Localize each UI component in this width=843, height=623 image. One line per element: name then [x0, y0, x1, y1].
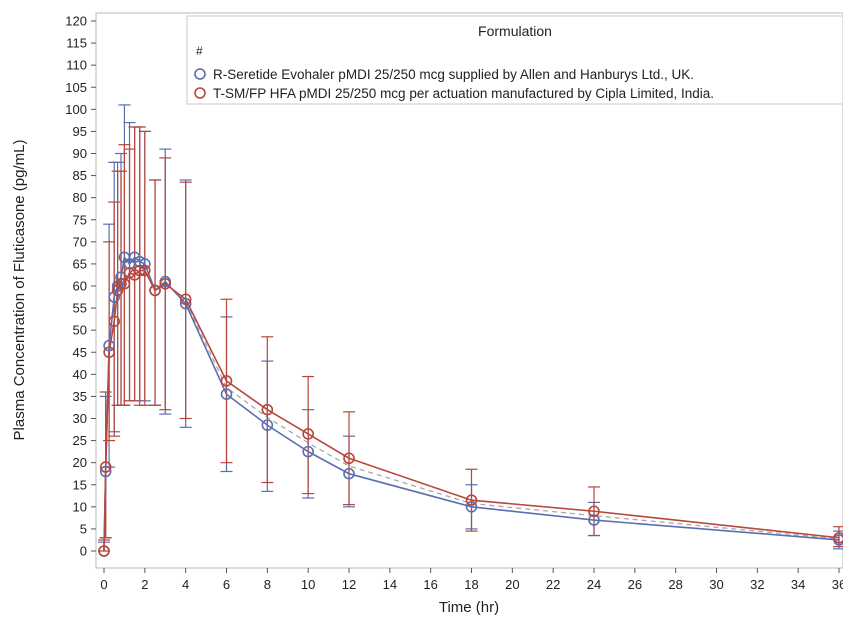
x-axis-title: Time (hr): [439, 599, 499, 616]
legend-box: [186, 15, 843, 105]
reference-line: [185, 301, 840, 540]
y-tick-label: 80: [73, 190, 87, 205]
x-tick-label: 16: [423, 577, 437, 592]
legend-marker-reference: [194, 68, 206, 80]
reference-dashed-line: [185, 301, 840, 540]
y-tick-label: 50: [73, 323, 87, 338]
data-point-test: [220, 375, 233, 387]
legend-title: Formulation: [478, 23, 552, 39]
data-point-test: [302, 428, 314, 440]
data-point-test: [139, 264, 151, 277]
y-tick-label: 110: [66, 58, 87, 73]
x-tick-label: 0: [100, 577, 107, 592]
x-tick-label: 12: [342, 577, 356, 592]
x-tick-label: 6: [223, 577, 230, 592]
data-point-reference: [343, 467, 355, 480]
x-tick-label: 34: [791, 577, 805, 592]
y-axis-title: Plasma Concentration of Fluticasone (pg/…: [11, 140, 28, 441]
data-point-test: [465, 494, 478, 507]
y-tick-label: 120: [65, 14, 87, 29]
y-tick-label: 5: [80, 521, 87, 536]
x-tick-label: 8: [264, 577, 271, 592]
legend-label-reference: R-Seretide Evohaler pMDI 25/250 mcg supp…: [213, 67, 694, 82]
data-point-test: [179, 293, 192, 306]
y-axis: 0 5 10 15 20 25 30 35 40 45 50 55 60 65 70 75 80 85 90 95 10…: [65, 14, 96, 559]
legend: Formulation # R-Seretide Evohaler pMDI 2…: [186, 15, 843, 105]
x-tick-label: 26: [628, 577, 642, 592]
data-point-reference: [261, 419, 274, 431]
legend-marker-test: [194, 87, 206, 99]
x-tick-label: 14: [383, 577, 397, 592]
data-point-reference: [99, 465, 112, 478]
data-point-test: [111, 284, 124, 297]
data-point-test: [98, 545, 110, 557]
y-tick-label: 40: [73, 367, 87, 382]
plot-area: [95, 12, 843, 569]
y-tick-label: 75: [73, 212, 87, 227]
y-tick-label: 70: [73, 234, 87, 249]
data-point-test: [159, 277, 172, 290]
data-point-reference: [220, 388, 233, 401]
x-tick-label: 20: [505, 577, 519, 592]
x-tick-label: 4: [182, 577, 189, 592]
y-tick-label: 25: [73, 433, 87, 448]
data-point-test: [149, 284, 161, 297]
y-tick-label: 35: [73, 389, 87, 404]
x-tick-label: 10: [301, 577, 315, 592]
x-tick-label: 36: [832, 577, 843, 592]
y-tick-label: 115: [66, 36, 87, 51]
data-point-test: [261, 403, 274, 416]
y-tick-label: 15: [73, 477, 87, 492]
y-tick-label: 65: [73, 256, 87, 271]
data-point-test: [343, 452, 355, 465]
y-tick-label: 105: [65, 80, 87, 95]
data-point-test: [118, 277, 131, 290]
y-tick-label: 45: [73, 345, 87, 360]
data-point-reference: [179, 297, 192, 310]
x-tick-label: 24: [587, 577, 601, 592]
series-markers: [98, 251, 843, 557]
data-point-test: [115, 277, 127, 290]
data-point-reference: [588, 514, 600, 526]
data-point-test: [833, 531, 843, 544]
data-point-test: [103, 346, 115, 359]
data-point-test: [108, 315, 121, 328]
x-tick-label: 22: [546, 577, 560, 592]
y-tick-label: 100: [65, 102, 87, 117]
y-tick-label: 95: [73, 124, 87, 139]
x-tick-label: 2: [141, 577, 148, 592]
y-tick-label: 60: [73, 279, 87, 294]
data-point-reference: [103, 339, 115, 352]
x-tick-label: 30: [709, 577, 723, 592]
legend-marker-symbol: #: [196, 44, 203, 58]
legend-label-test: T-SM/FP HFA pMDI 25/250 mcg per actuatio…: [213, 86, 714, 101]
y-tick-label: 30: [73, 411, 87, 426]
x-tick-label: 18: [464, 577, 478, 592]
y-tick-label: 0: [80, 544, 87, 559]
data-point-test: [133, 264, 146, 277]
y-tick-label: 55: [73, 301, 87, 316]
data-point-test: [588, 505, 600, 518]
x-tick-label: 28: [668, 577, 682, 592]
x-axis: 0 2 4 6 8 10 12 14 16 18 20 22 24 26 28 30 32 34 36: [100, 568, 843, 592]
y-tick-label: 90: [73, 146, 87, 161]
data-point-reference: [465, 501, 478, 513]
y-tick-label: 10: [73, 499, 87, 514]
y-tick-label: 20: [73, 455, 87, 470]
data-point-reference: [133, 255, 146, 268]
data-point-reference: [302, 445, 314, 458]
y-tick-label: 85: [73, 168, 87, 183]
data-point-test: [99, 461, 112, 473]
x-tick-label: 32: [750, 577, 764, 592]
data-point-reference: [108, 291, 121, 303]
